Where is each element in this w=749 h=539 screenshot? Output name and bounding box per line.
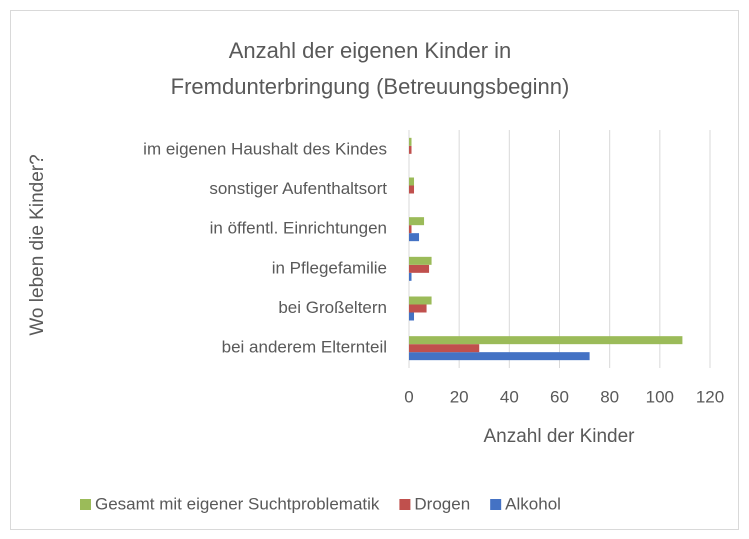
y-tick-label: im eigenen Haushalt des Kindes [143, 139, 387, 158]
x-tick-label: 60 [550, 387, 569, 406]
y-tick-label: bei anderem Elternteil [222, 338, 387, 357]
bar [409, 233, 420, 242]
chart-title: Anzahl der eigenen Kinder in [229, 38, 512, 63]
bar [409, 185, 415, 194]
y-tick-label: sonstiger Aufenthaltsort [209, 179, 387, 198]
bar [409, 137, 412, 146]
bar [409, 312, 415, 321]
chart-title: Fremdunterbringung (Betreuungsbeginn) [171, 74, 570, 99]
y-axis-title: Wo leben die Kinder? [27, 154, 48, 335]
chart-frame [10, 10, 739, 530]
legend-label: Drogen [414, 494, 470, 513]
y-tick-label: bei Großeltern [278, 298, 387, 317]
x-axis-title: Anzahl der Kinder [483, 426, 635, 447]
x-tick-label: 40 [500, 387, 519, 406]
bar [409, 336, 683, 345]
legend-swatch [490, 499, 502, 510]
bar [409, 296, 432, 305]
y-tick-label: in Pflegefamilie [272, 258, 387, 277]
bar [409, 304, 427, 313]
bar [409, 352, 590, 361]
x-tick-label: 20 [450, 387, 469, 406]
x-tick-label: 80 [600, 387, 619, 406]
bar [409, 217, 425, 226]
x-tick-label: 100 [646, 387, 674, 406]
legend-swatch [80, 499, 91, 510]
y-tick-label: in öffentl. Einrichtungen [210, 219, 387, 238]
legend-swatch [399, 499, 411, 510]
bar [409, 225, 412, 234]
bar [409, 264, 430, 273]
bar [409, 272, 412, 281]
bar [409, 344, 480, 353]
legend-label: Gesamt mit eigener Suchtproblematik [95, 494, 380, 513]
bar [409, 177, 415, 186]
x-tick-label: 0 [404, 387, 413, 406]
bar [409, 145, 412, 154]
legend-label: Alkohol [505, 494, 561, 513]
x-tick-label: 120 [696, 387, 724, 406]
bar [409, 256, 432, 265]
